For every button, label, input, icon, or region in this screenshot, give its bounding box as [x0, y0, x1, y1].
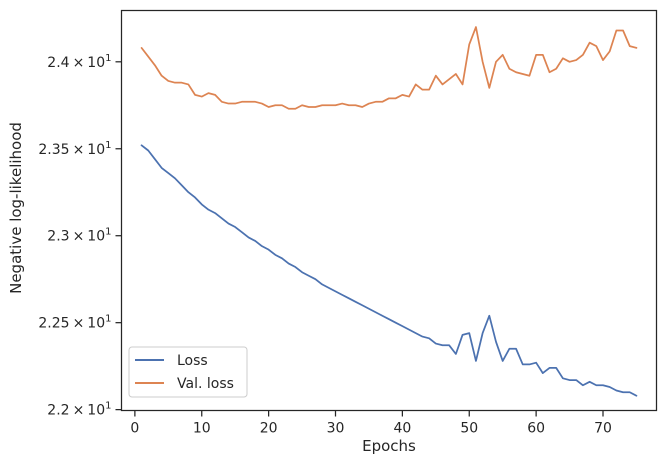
- y-tick-label: 2.2 × 101: [47, 401, 111, 419]
- x-tick-label: 40: [393, 421, 411, 437]
- y-tick-times-sign: ×: [73, 229, 85, 245]
- y-tick-mantissa: 2.25: [38, 316, 69, 332]
- x-axis-ticks: 0 10 20 30 40 50 60 70: [130, 410, 612, 437]
- y-tick-exp-base: 10: [87, 316, 105, 332]
- y-tick-times-sign: ×: [73, 142, 85, 158]
- y-tick-mantissa: 2.3: [47, 229, 69, 245]
- y-tick-mantissa: 2.35: [38, 142, 69, 158]
- x-tick-label: 0: [130, 421, 139, 437]
- x-tick-label: 50: [460, 421, 478, 437]
- x-axis-label: Epochs: [362, 437, 416, 455]
- y-tick-exponent: 1: [105, 53, 111, 64]
- y-tick-label: 2.4 × 101: [47, 53, 111, 71]
- y-tick-times-sign: ×: [73, 55, 85, 71]
- series-line-loss: [140, 144, 638, 397]
- legend-label-val-loss: Val. loss: [177, 376, 234, 392]
- y-axis-label: Negative log-likelihood: [7, 122, 25, 294]
- y-tick-exp-base: 10: [87, 229, 105, 245]
- series-lines: [140, 26, 638, 397]
- y-tick-label: 2.25 × 101: [38, 314, 111, 332]
- x-tick-label: 30: [327, 421, 345, 437]
- legend-label-loss: Loss: [177, 353, 208, 369]
- x-tick-label: 20: [260, 421, 278, 437]
- y-tick-exp-base: 10: [87, 55, 105, 71]
- series-line-val-loss: [140, 26, 638, 110]
- y-tick-mantissa: 2.2: [47, 403, 69, 419]
- y-tick-times-sign: ×: [73, 316, 85, 332]
- y-tick-exp-base: 10: [87, 142, 105, 158]
- y-tick-mantissa: 2.4: [47, 55, 69, 71]
- x-tick-label: 10: [193, 421, 211, 437]
- y-tick-exponent: 1: [105, 314, 111, 325]
- y-tick-label: 2.35 × 101: [38, 140, 111, 158]
- plot-frame: [120, 9, 658, 412]
- y-tick-exp-base: 10: [87, 403, 105, 419]
- y-tick-exponent: 1: [105, 401, 111, 412]
- y-tick-exponent: 1: [105, 140, 111, 151]
- y-tick-label: 2.3 × 101: [47, 227, 111, 245]
- x-tick-label: 60: [527, 421, 545, 437]
- y-tick-times-sign: ×: [73, 403, 85, 419]
- y-tick-exponent: 1: [105, 227, 111, 238]
- x-tick-label: 70: [594, 421, 612, 437]
- legend: Loss Val. loss: [128, 346, 248, 398]
